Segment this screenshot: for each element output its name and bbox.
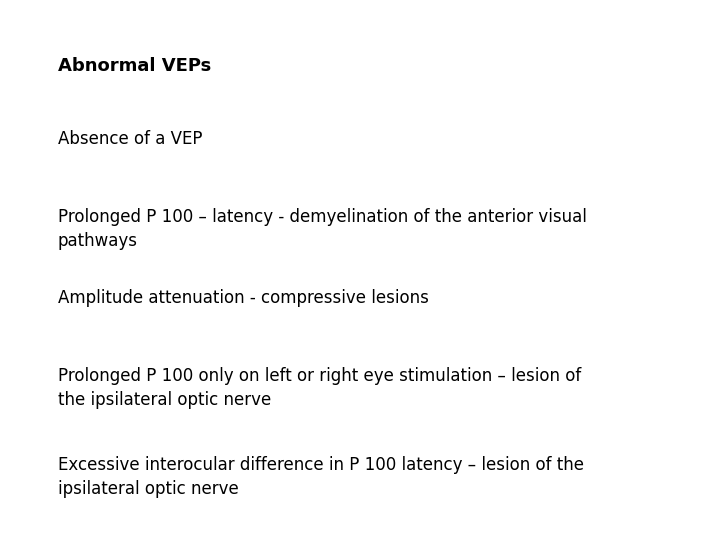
Text: Excessive interocular difference in P 100 latency – lesion of the
ipsilateral op: Excessive interocular difference in P 10…: [58, 456, 584, 498]
Text: Absence of a VEP: Absence of a VEP: [58, 130, 202, 147]
Text: Prolonged P 100 – latency - demyelination of the anterior visual
pathways: Prolonged P 100 – latency - demyelinatio…: [58, 208, 587, 249]
Text: Amplitude attenuation - compressive lesions: Amplitude attenuation - compressive lesi…: [58, 289, 428, 307]
Text: Abnormal VEPs: Abnormal VEPs: [58, 57, 211, 75]
Text: Prolonged P 100 only on left or right eye stimulation – lesion of
the ipsilatera: Prolonged P 100 only on left or right ey…: [58, 367, 581, 409]
